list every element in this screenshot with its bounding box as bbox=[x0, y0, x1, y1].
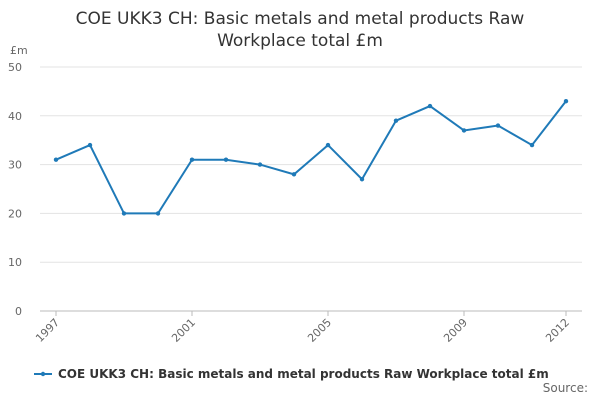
chart-title: COE UKK3 CH: Basic metals and metal prod… bbox=[75, 9, 525, 51]
point bbox=[121, 211, 127, 216]
x-tick-label: 2001 bbox=[169, 316, 198, 345]
y-tick-label: 50 bbox=[8, 61, 22, 74]
x-tick-label: 1997 bbox=[33, 316, 62, 345]
point bbox=[189, 157, 195, 162]
point bbox=[223, 157, 229, 162]
point bbox=[563, 98, 569, 104]
x-tick-label: 2009 bbox=[441, 316, 470, 345]
x-tick-label: 2012 bbox=[543, 316, 572, 345]
y-tick-label: 10 bbox=[8, 256, 22, 269]
point bbox=[393, 118, 399, 123]
y-tick-label: 20 bbox=[8, 207, 22, 220]
y-axis-label: £m bbox=[10, 44, 28, 57]
series-line bbox=[55, 100, 567, 215]
point bbox=[325, 142, 331, 148]
x-tick-label: 2005 bbox=[305, 316, 334, 345]
point bbox=[87, 142, 93, 148]
point bbox=[495, 123, 501, 128]
point bbox=[53, 157, 59, 162]
point bbox=[427, 103, 433, 109]
point bbox=[359, 177, 365, 182]
point bbox=[257, 162, 263, 167]
point bbox=[291, 172, 297, 177]
point bbox=[155, 211, 161, 216]
y-tick-label: 40 bbox=[8, 110, 22, 123]
point bbox=[461, 128, 467, 133]
source: Source: bbox=[543, 381, 588, 395]
legend-marker bbox=[40, 371, 46, 377]
y-tick-label: 30 bbox=[8, 159, 22, 172]
legend-label: COE UKK3 CH: Basic metals and metal prod… bbox=[58, 367, 549, 381]
point bbox=[529, 142, 535, 148]
y-tick-label: 0 bbox=[15, 305, 22, 318]
